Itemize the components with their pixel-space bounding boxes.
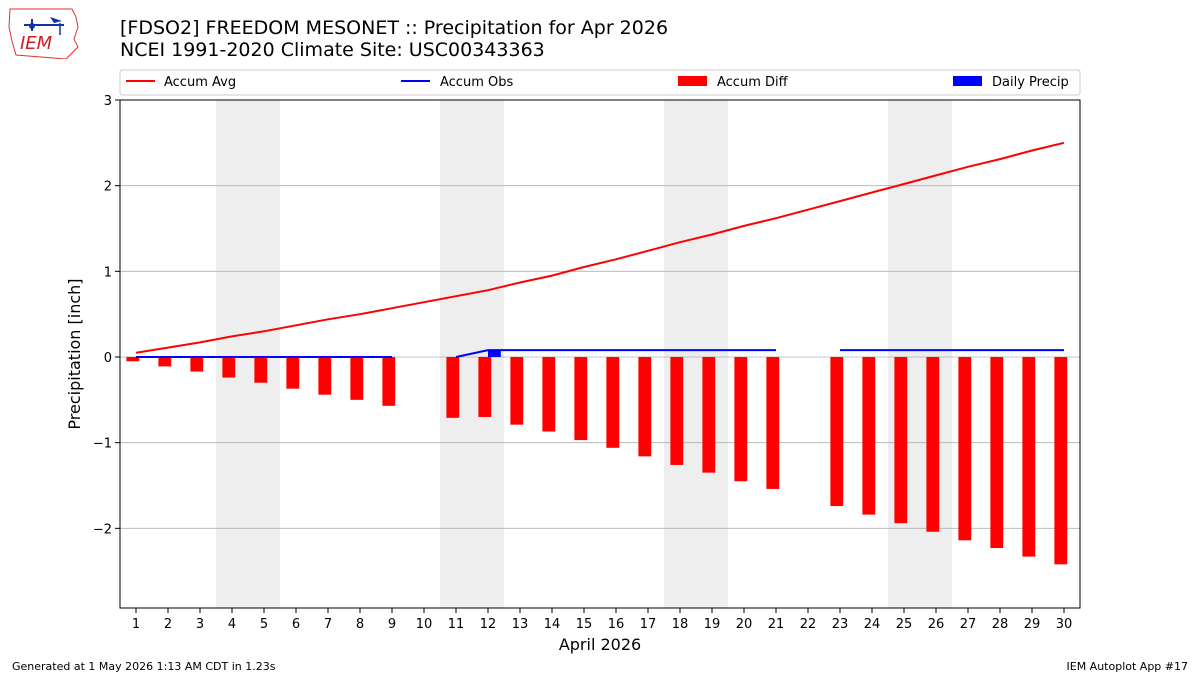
bars [126,350,1068,565]
diff-bar-24 [862,356,876,515]
x-tick-label-19: 19 [704,617,721,632]
generated-note: Generated at 1 May 2026 1:13 AM CDT in 1… [12,660,276,673]
legend-label-daily-precip: Daily Precip [992,75,1069,90]
chart-title: [FDSO2] FREEDOM MESONET :: Precipitation… [120,17,668,61]
legend: Accum Avg Accum Obs Accum Diff Daily Pre… [119,69,1081,96]
diff-bar-29 [1022,356,1036,557]
diff-bar-14 [542,356,556,432]
diff-bar-27 [958,356,972,541]
x-tick-label-27: 27 [960,617,977,632]
x-tick-label-25: 25 [896,617,913,632]
x-tick-label-5: 5 [260,617,268,632]
x-tick-label-20: 20 [736,617,753,632]
x-tick-label-17: 17 [640,617,657,632]
legend-swatch-daily-precip [953,76,982,86]
diff-bar-16 [606,356,620,448]
diff-bar-30 [1054,356,1068,565]
y-tick-label-3: 1 [104,265,112,280]
x-tick-label-21: 21 [768,617,785,632]
diff-bar-6 [286,356,300,389]
diff-bar-28 [990,356,1004,549]
diff-bar-23 [830,356,844,507]
x-tick-label-24: 24 [864,617,881,632]
x-tick-label-15: 15 [576,617,593,632]
diff-bar-9 [382,356,396,406]
diff-bar-13 [510,356,524,425]
weekend-shade-19 [696,100,728,608]
x-tick-label-12: 12 [480,617,497,632]
logo-text: IEM [20,33,53,54]
x-tick-label-4: 4 [228,617,236,632]
y-tick-label-5: 3 [104,94,112,109]
diff-bar-12 [478,356,492,417]
diff-bar-21 [766,356,780,489]
diff-bar-8 [350,356,364,400]
y-tick-label-4: 2 [104,180,112,195]
x-tick-label-14: 14 [544,617,561,632]
legend-box [119,69,1081,96]
x-tick-label-3: 3 [196,617,204,632]
x-tick-label-28: 28 [992,617,1009,632]
x-tick-label-18: 18 [672,617,689,632]
x-tick-label-29: 29 [1024,617,1041,632]
weekend-shade-18 [664,100,696,608]
accum-avg-line-seg-0 [135,141,1065,354]
x-tick-label-16: 16 [608,617,625,632]
title-line-1: [FDSO2] FREEDOM MESONET :: Precipitation… [120,17,669,39]
diff-bar-1 [126,356,140,362]
diff-bar-26 [926,356,940,532]
app-credit: IEM Autoplot App #17 [1066,660,1189,673]
title-line-2: NCEI 1991-2020 Climate Site: USC00343363 [120,39,545,61]
diff-bar-3 [190,356,204,372]
diff-bar-17 [638,356,652,457]
diff-bar-11 [446,356,460,418]
legend-label-accum-obs: Accum Obs [440,75,513,90]
plot-frame [119,99,1081,609]
x-tick-label-6: 6 [292,617,300,632]
x-tick-label-30: 30 [1056,617,1073,632]
x-tick-label-7: 7 [324,617,332,632]
diff-bar-20 [734,356,748,482]
x-tick-label-13: 13 [512,617,529,632]
diff-bar-25 [894,356,908,524]
legend-label-accum-avg: Accum Avg [164,75,236,90]
x-tick-label-9: 9 [388,617,396,632]
diff-bar-18 [670,356,684,465]
diff-bar-4 [222,356,236,378]
iem-logo: IEM [6,5,82,63]
accum-obs-line-seg-1 [455,349,776,358]
weekend-shade-5 [248,100,280,608]
x-tick-label-11: 11 [448,617,465,632]
lines [135,141,1065,358]
x-tick-label-26: 26 [928,617,945,632]
diff-bar-2 [158,356,172,367]
diff-bar-7 [318,356,332,395]
weekend-shading [216,100,952,608]
x-tick-label-8: 8 [356,617,364,632]
x-axis-label: April 2026 [559,635,641,654]
diff-bar-5 [254,356,268,383]
weekend-shade-4 [216,100,248,608]
x-tick-label-2: 2 [164,617,172,632]
x-tick-label-23: 23 [832,617,849,632]
legend-swatch-accum-diff [678,76,707,86]
x-tick-label-1: 1 [132,617,140,632]
y-tick-label-0: −2 [93,522,112,537]
x-tick-label-22: 22 [800,617,817,632]
y-tick-label-2: 0 [104,351,112,366]
x-tick-label-10: 10 [416,617,433,632]
legend-label-accum-diff: Accum Diff [717,75,789,90]
daily-precip-bar-12 [488,350,501,357]
y-tick-label-1: −1 [93,437,112,452]
y-axis-label: Precipitation [inch] [65,278,84,429]
diff-bar-15 [574,356,588,441]
weekend-shade-25 [888,100,920,608]
diff-bar-19 [702,356,716,473]
